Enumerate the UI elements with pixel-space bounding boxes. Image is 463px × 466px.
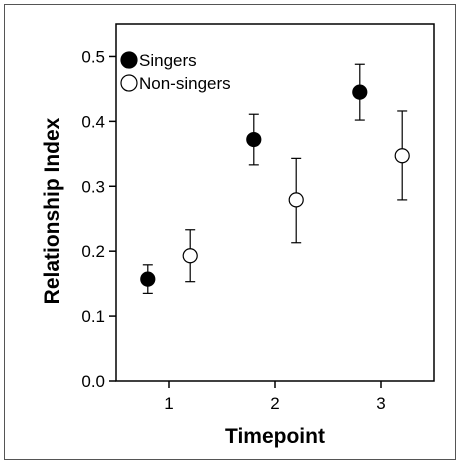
y-tick-label: 0.0 xyxy=(81,372,105,391)
chart: 0.0 0.1 0.2 0.3 0.4 0.5 1 2 3 Singers Non-singer… xyxy=(41,23,435,448)
non-singers-point xyxy=(394,148,410,164)
chart-frame: 0.0 0.1 0.2 0.3 0.4 0.5 1 2 3 Singers Non-singer… xyxy=(4,4,456,460)
y-tick-label: 0.1 xyxy=(81,307,105,326)
legend-label-singers: Singers xyxy=(139,51,197,70)
legend-label-non-singers: Non-singers xyxy=(139,74,231,93)
y-axis-title: Relationship Index xyxy=(41,117,64,304)
singers-point xyxy=(246,131,262,148)
singers-point xyxy=(140,271,156,287)
legend: Singers Non-singers xyxy=(120,51,231,93)
x-tick-label: 3 xyxy=(376,394,385,413)
x-axis-title: Timepoint xyxy=(225,425,325,448)
non-singers-point xyxy=(288,192,304,208)
legend-marker-singers xyxy=(120,51,138,69)
non-singers-point xyxy=(182,248,198,264)
y-tick-label: 0.3 xyxy=(81,177,105,196)
y-tick-label: 0.4 xyxy=(81,112,105,131)
legend-marker-non-singers xyxy=(120,74,138,92)
x-tick-label: 1 xyxy=(164,394,173,413)
x-tick-label: 2 xyxy=(270,394,279,413)
y-tick-label: 0.2 xyxy=(81,242,105,261)
singers-point xyxy=(352,84,368,100)
y-tick-label: 0.5 xyxy=(81,47,105,66)
